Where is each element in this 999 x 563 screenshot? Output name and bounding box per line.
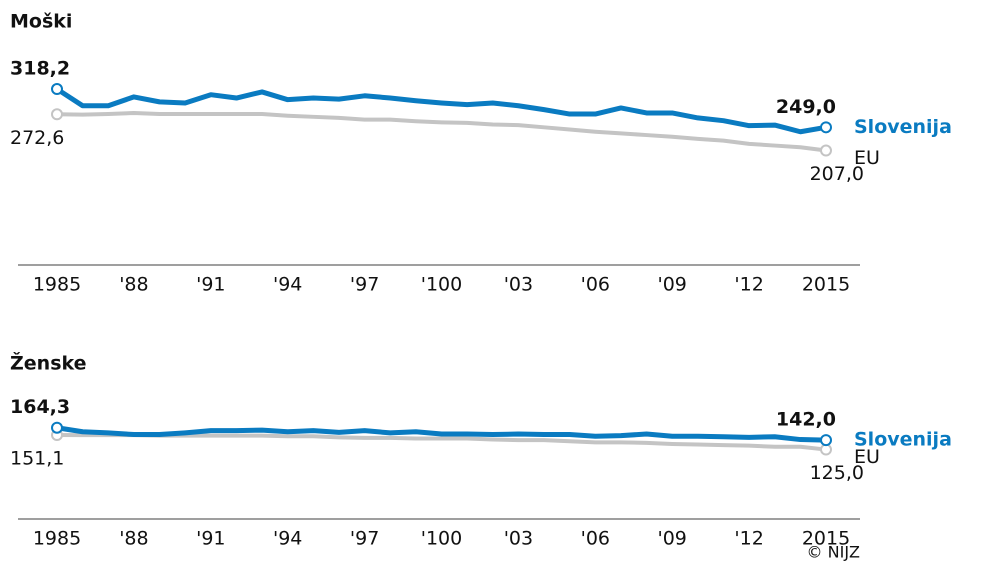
x-tick-label: '09: [657, 274, 686, 296]
x-tick-label: '88: [119, 528, 148, 550]
end-point: [51, 108, 63, 121]
value-label: 249,0: [776, 96, 836, 118]
value-label: 142,0: [776, 409, 836, 431]
end-point: [820, 144, 832, 157]
value-label: 151,1: [10, 448, 64, 470]
end-point: [51, 421, 63, 434]
line: [56, 110, 827, 153]
x-tick-label: 1985: [33, 528, 81, 550]
x-tick-label: '12: [734, 528, 763, 550]
x-tick-label: '100: [421, 274, 463, 296]
x-tick-label: '03: [504, 274, 533, 296]
value-label: 164,3: [10, 396, 70, 418]
chart-title: Moški: [10, 11, 72, 33]
x-tick-label: 2015: [802, 528, 850, 550]
line: [56, 425, 827, 443]
value-label: 272,6: [10, 127, 64, 149]
end-point: [51, 83, 63, 96]
value-label: 207,0: [810, 163, 864, 185]
x-tick-label: '03: [504, 528, 533, 550]
x-tick-label: '100: [421, 528, 463, 550]
source: © NIJZ: [807, 543, 860, 562]
legend-label: EU: [854, 147, 880, 169]
x-tick-label: '06: [581, 274, 610, 296]
line: [55, 86, 827, 135]
x-tick-label: '09: [657, 528, 686, 550]
x-tick-label: '91: [196, 274, 225, 296]
x-tick-label: '12: [734, 274, 763, 296]
x-tick-label: 2015: [802, 274, 850, 296]
value-label: 318,2: [10, 58, 70, 80]
legend-label: Slovenija: [854, 116, 952, 138]
value-label: 125,0: [810, 462, 864, 484]
end-point: [820, 121, 832, 134]
chart-title: Ženske: [10, 352, 87, 375]
x-tick-label: '06: [581, 528, 610, 550]
end-point: [820, 434, 832, 447]
x-tick-label: '97: [350, 528, 379, 550]
x-tick-label: '97: [350, 274, 379, 296]
x-tick-label: 1985: [33, 274, 81, 296]
x-tick-label: '88: [119, 274, 148, 296]
legend-label: Slovenija: [854, 429, 952, 451]
x-tick-label: '91: [196, 528, 225, 550]
legend-label: EU: [854, 446, 880, 468]
line: [56, 433, 827, 452]
x-tick-label: '94: [273, 274, 302, 296]
x-tick-label: '94: [273, 528, 302, 550]
